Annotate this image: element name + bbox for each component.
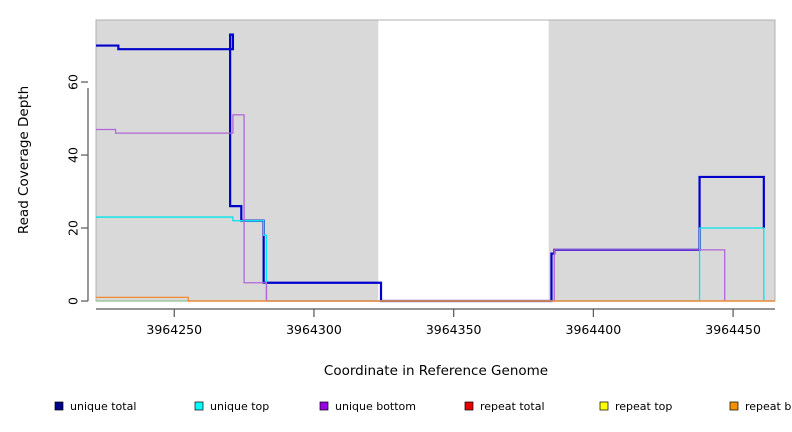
chart-legend: unique total unique top unique bottom repea…: [54, 400, 792, 413]
y-tick-label: 0: [66, 297, 81, 305]
legend-item-repeat-bottom[interactable]: repeat bottom: [729, 400, 792, 413]
y-tick-label: 40: [66, 147, 81, 163]
legend-label: repeat top: [615, 400, 672, 413]
legend-swatch: [729, 401, 739, 411]
plot-background: [95, 19, 776, 302]
legend-swatch: [319, 401, 329, 411]
legend-label: unique top: [210, 400, 269, 413]
x-tick-label: 3964400: [566, 322, 622, 337]
y-axis-title: Read Coverage Depth: [16, 86, 32, 234]
series-line-repeat-bottom: [96, 296, 775, 302]
x-tick-label: 3964350: [426, 322, 482, 337]
legend-swatch: [599, 401, 609, 411]
series-group: [96, 33, 775, 303]
legend-item-repeat-total[interactable]: repeat total: [464, 400, 545, 413]
legend-item-unique-top[interactable]: unique top: [194, 400, 269, 413]
y-tick-label: 20: [66, 220, 81, 236]
legend-item-unique-total[interactable]: unique total: [54, 400, 136, 413]
x-axis-title: Coordinate in Reference Genome: [324, 363, 548, 379]
shaded-region-1: [548, 20, 775, 301]
legend-label: repeat bottom: [745, 400, 792, 413]
legend-label: repeat total: [480, 400, 545, 413]
legend-label: unique total: [70, 400, 136, 413]
legend-swatch: [54, 401, 64, 411]
shaded-region-0: [96, 20, 379, 301]
x-axis: 3964250 3964300 3964350 3964400 3964450 Coor…: [96, 308, 775, 379]
series-line-unique-bottom: [96, 114, 726, 302]
legend-label: unique bottom: [335, 400, 416, 413]
y-axis: 0 20 40 60 Read Coverage Depth: [16, 74, 89, 305]
legend-swatch: [194, 401, 204, 411]
x-tick-label: 3964250: [146, 322, 202, 337]
series-line-unique-top: [96, 216, 765, 302]
legend-swatch: [464, 401, 474, 411]
x-tick-label: 3964300: [286, 322, 342, 337]
legend-item-repeat-top[interactable]: repeat top: [599, 400, 672, 413]
legend-item-unique-bottom[interactable]: unique bottom: [319, 400, 416, 413]
x-tick-label: 3964450: [705, 322, 761, 337]
y-tick-label: 60: [66, 74, 81, 90]
